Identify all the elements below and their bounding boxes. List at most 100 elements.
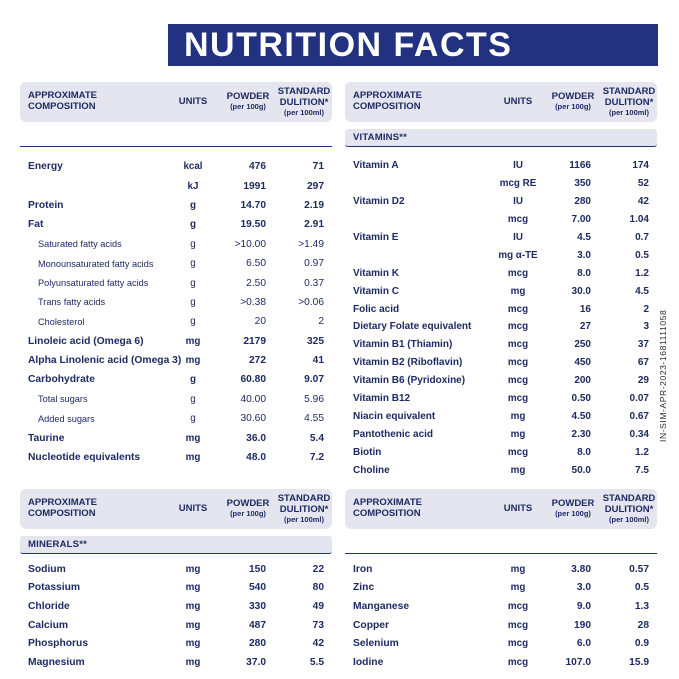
cell-standard: 0.37	[304, 277, 324, 289]
cell-powder: 30.0	[571, 285, 591, 297]
table-row: Trans fatty acids g >0.38 >0.06	[20, 293, 332, 312]
table-row: Total sugars g 40.00 5.96	[20, 390, 332, 409]
cell-name: Vitamin E	[353, 232, 399, 243]
cell-units: mcg	[507, 619, 529, 631]
cell-name: Vitamin B12	[353, 393, 411, 405]
cell-name: Linoleic acid (Omega 6)	[28, 335, 144, 347]
col-powder: POWDER (per 100g)	[220, 498, 276, 519]
cell-standard: 1.2	[635, 446, 649, 458]
cell-powder: 250	[574, 339, 591, 351]
cell-powder: 3.0	[577, 249, 591, 261]
cell-powder: 1991	[243, 180, 266, 192]
table-row: Folic acid mcg 16 2	[345, 300, 657, 318]
cell-units: IU	[513, 196, 523, 208]
table-row: Monounsaturated fatty acids g 6.50 0.97	[20, 254, 332, 273]
cell-standard: 2	[318, 316, 324, 328]
cell-powder: 450	[574, 357, 591, 369]
table-row: Biotin mcg 8.0 1.2	[345, 443, 657, 461]
cell-powder: 487	[249, 619, 266, 631]
table-row: Vitamin B12 mcg 0.50 0.07	[345, 390, 657, 408]
title-banner: NUTRITION FACTS	[168, 24, 658, 66]
cell-units: g	[190, 296, 196, 308]
cell-standard: 0.57	[629, 563, 649, 575]
cell-units: IU	[513, 160, 523, 172]
cell-powder: 8.0	[577, 446, 591, 458]
cell-standard: 0.5	[635, 249, 649, 261]
cell-standard: 2.91	[304, 219, 324, 231]
cell-name: Vitamin C	[353, 285, 399, 297]
cell-units: mcg	[507, 303, 529, 315]
cell-powder: >10.00	[234, 238, 266, 250]
table-row: Niacin equivalent mg 4.50 0.67	[345, 407, 657, 425]
cell-standard: 4.55	[304, 413, 324, 425]
cell-standard: 0.5	[634, 582, 649, 594]
cell-units: kJ	[187, 180, 199, 192]
table-header: APPROXIMATE COMPOSITION UNITS POWDER (pe…	[20, 82, 332, 122]
cell-standard: 22	[312, 563, 324, 575]
composition-table-minerals: APPROXIMATE COMPOSITION UNITS POWDER (pe…	[20, 489, 332, 672]
cell-name: Alpha Linolenic acid (Omega 3)	[28, 355, 182, 367]
cell-standard: 5.5	[309, 656, 324, 668]
table-row: Potassium mg 540 80	[20, 579, 332, 598]
cell-powder: 36.0	[246, 432, 266, 444]
cell-standard: 0.07	[629, 393, 649, 405]
cell-units: mg	[510, 464, 526, 476]
table-row: Phosphorus mg 280 42	[20, 634, 332, 653]
col-approximate-composition: APPROXIMATE COMPOSITION	[353, 497, 422, 519]
col-standard-dilution: STANDARD DULITION* (per 100ml)	[276, 493, 332, 524]
cell-standard: 41	[312, 355, 324, 367]
cell-standard: 71	[312, 161, 324, 173]
table-row: Fat g 19.50 2.91	[20, 215, 332, 234]
cell-powder: 4.50	[571, 410, 591, 422]
cell-powder: 1166	[569, 160, 591, 172]
cell-powder: 14.70	[240, 199, 267, 211]
col-approximate-composition: APPROXIMATE COMPOSITION	[353, 90, 422, 112]
cell-standard: 28	[637, 619, 649, 631]
cell-name: Taurine	[28, 432, 65, 444]
cell-name: Choline	[353, 464, 390, 476]
section-band-minerals: MINERALS**	[20, 536, 332, 554]
cell-name: Pantothenic acid	[353, 428, 434, 440]
cell-name: Iron	[353, 563, 373, 575]
cell-powder: 107.0	[565, 656, 592, 668]
cell-standard: 174	[632, 160, 649, 172]
col-standard-dilution: STANDARD DULITION* (per 100ml)	[601, 493, 657, 524]
col-powder: POWDER (per 100g)	[545, 91, 601, 112]
table-row: Vitamin D2 IU 280 42	[345, 193, 657, 211]
cell-name: Copper	[353, 619, 390, 631]
cell-units: mcg	[507, 357, 529, 369]
cell-standard: >0.06	[298, 296, 324, 308]
cell-units: g	[190, 238, 196, 250]
cell-powder: 200	[574, 375, 591, 387]
cell-name: Niacin equivalent	[353, 410, 436, 422]
cell-units: mg	[185, 355, 201, 367]
table-row: Chloride mg 330 49	[20, 597, 332, 616]
cell-units: mcg	[507, 446, 529, 458]
cell-name: Sodium	[28, 563, 66, 575]
cell-standard: 9.07	[304, 374, 324, 386]
table-row: Carbohydrate g 60.80 9.07	[20, 370, 332, 389]
composition-table-trace-minerals: APPROXIMATE COMPOSITION UNITS POWDER (pe…	[345, 489, 657, 672]
cell-name: Vitamin K	[353, 267, 399, 279]
cell-standard: 0.67	[629, 410, 649, 422]
cell-powder: 280	[574, 196, 591, 208]
cell-standard: 0.97	[304, 258, 324, 270]
table-rows-minerals: Sodium mg 150 22 Potassium mg 540 80 Chloride mg 3…	[20, 560, 332, 672]
cell-units: mg	[185, 563, 201, 575]
cell-name: Folic acid	[353, 303, 400, 315]
table-row: Iron mg 3.80 0.57	[345, 560, 657, 579]
cell-units: mg	[185, 656, 201, 668]
cell-powder: 540	[249, 582, 266, 594]
cell-standard: 5.96	[304, 393, 324, 405]
cell-units: mg	[510, 582, 526, 594]
cell-powder: 48.0	[246, 452, 266, 464]
table-row: Linoleic acid (Omega 6) mg 2179 325	[20, 332, 332, 351]
cell-standard: 3	[643, 321, 649, 333]
cell-powder: 6.0	[576, 638, 591, 650]
cell-units: mcg	[507, 638, 529, 650]
cell-standard: 1.2	[635, 267, 649, 279]
cell-powder: 20	[254, 316, 266, 328]
col-standard-sub: (per 100ml)	[608, 107, 650, 117]
cell-name: Iodine	[353, 656, 384, 668]
col-powder-label: POWDER	[551, 91, 595, 103]
